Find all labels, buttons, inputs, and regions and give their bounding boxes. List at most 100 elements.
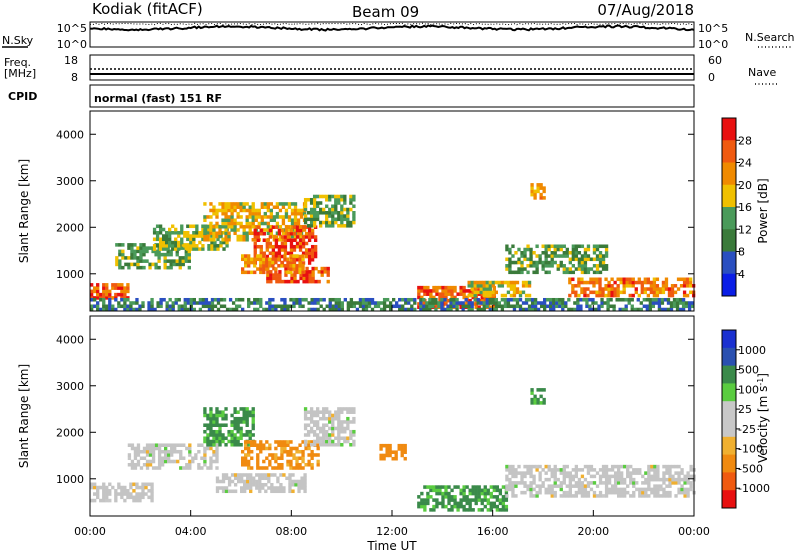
heatmap-cell	[275, 276, 279, 281]
heatmap-cell	[245, 433, 249, 437]
heatmap-cell	[312, 410, 317, 414]
heatmap-cell	[224, 473, 229, 477]
heatmap-cell	[589, 487, 594, 492]
colorbar-segment	[722, 207, 736, 230]
heatmap-cell	[307, 261, 312, 265]
heatmap-cell	[546, 297, 550, 302]
heatmap-cell	[138, 304, 142, 309]
heatmap-cell	[576, 304, 580, 309]
heatmap-cell	[274, 307, 278, 312]
heatmap-cell	[568, 260, 572, 265]
heatmap-cell	[682, 277, 687, 282]
heatmap-cell	[274, 254, 279, 259]
heatmap-cell	[346, 436, 350, 441]
heatmap-cell	[604, 251, 609, 255]
heatmap-cell	[150, 301, 154, 305]
heatmap-cell	[512, 297, 517, 302]
heatmap-cell	[462, 508, 466, 512]
heatmap-cell	[511, 260, 515, 265]
heatmap-cell	[672, 301, 677, 305]
heatmap-cell	[233, 482, 238, 487]
heatmap-cell	[253, 307, 257, 312]
heatmap-cell	[508, 257, 512, 262]
heatmap-cell	[686, 487, 690, 492]
heatmap-cell	[296, 279, 300, 284]
heatmap-cell	[492, 305, 496, 309]
heatmap-cell	[465, 498, 469, 502]
heatmap-cell	[138, 307, 142, 312]
heatmap-cell	[413, 297, 417, 302]
heatmap-cell	[242, 433, 246, 437]
heatmap-cell	[228, 307, 233, 312]
heatmap-cell	[343, 436, 347, 441]
heatmap-cell	[182, 466, 186, 470]
heatmap-cell	[688, 280, 693, 285]
heatmap-cell	[340, 301, 344, 305]
heatmap-cell	[161, 247, 166, 251]
heatmap-cell	[334, 442, 338, 447]
heatmap-cell	[616, 284, 620, 288]
heatmap-cell	[438, 491, 442, 496]
heatmap-cell	[325, 194, 329, 199]
heatmap-cell	[233, 439, 237, 444]
heatmap-cell	[188, 449, 192, 454]
heatmap-cell	[209, 420, 213, 424]
heatmap-cell	[117, 304, 121, 309]
heatmap-cell	[561, 304, 565, 309]
heatmap-cell	[241, 257, 245, 262]
heatmap-cell	[163, 456, 168, 461]
heatmap-cell	[637, 293, 641, 298]
heatmap-cell	[114, 495, 118, 500]
heatmap-cell	[265, 267, 269, 271]
heatmap-cell	[533, 397, 537, 402]
heatmap-cell	[616, 477, 621, 482]
heatmap-cell	[467, 293, 471, 298]
heatmap-cell	[283, 440, 287, 444]
heatmap-cell	[161, 234, 166, 238]
heatmap-cell	[474, 498, 478, 502]
heatmap-cell	[195, 224, 199, 229]
heatmap-cell	[182, 443, 186, 447]
heatmap-cell	[166, 249, 170, 254]
heatmap-cell	[607, 284, 611, 288]
heatmap-cell	[465, 501, 469, 506]
heatmap-cell	[295, 297, 299, 302]
heatmap-cell	[280, 264, 284, 268]
heatmap-cell	[647, 471, 651, 475]
heatmap-cell	[334, 204, 338, 209]
heatmap-cell	[607, 487, 612, 492]
heatmap-cell	[447, 289, 451, 293]
heatmap-cell	[298, 231, 303, 236]
heatmap-cell	[189, 297, 193, 302]
heatmap-cell	[207, 307, 212, 312]
heatmap-cell	[583, 477, 588, 482]
heatmap-cell	[301, 456, 305, 461]
heatmap-cell	[99, 297, 103, 302]
heatmap-cell	[620, 481, 624, 485]
heatmap-cell	[417, 504, 421, 509]
heatmap-cell	[616, 471, 621, 475]
heatmap-cell	[284, 266, 288, 271]
heatmap-cell	[634, 287, 638, 291]
heatmap-cell	[96, 492, 100, 496]
heatmap-cell	[652, 280, 657, 285]
heatmap-cell	[491, 284, 495, 288]
heatmap-cell	[111, 296, 115, 300]
heatmap-cell	[539, 196, 543, 200]
heatmap-cell	[462, 289, 466, 293]
heatmap-cell	[346, 217, 350, 222]
heatmap-cell	[328, 413, 332, 418]
heatmap-cell	[312, 194, 317, 199]
heatmap-cell	[598, 254, 603, 258]
heatmap-cell	[234, 304, 239, 309]
heatmap-cell	[133, 449, 138, 454]
heatmap-cell	[595, 244, 600, 249]
heatmap-cell	[147, 489, 151, 493]
heatmap-cell	[281, 279, 285, 284]
heatmap-cell	[553, 244, 557, 249]
heatmap-cell	[179, 456, 183, 461]
heatmap-cell	[209, 423, 213, 427]
heatmap-cell	[604, 287, 608, 291]
heatmap-cell	[263, 215, 267, 219]
heatmap-cell	[218, 433, 222, 437]
